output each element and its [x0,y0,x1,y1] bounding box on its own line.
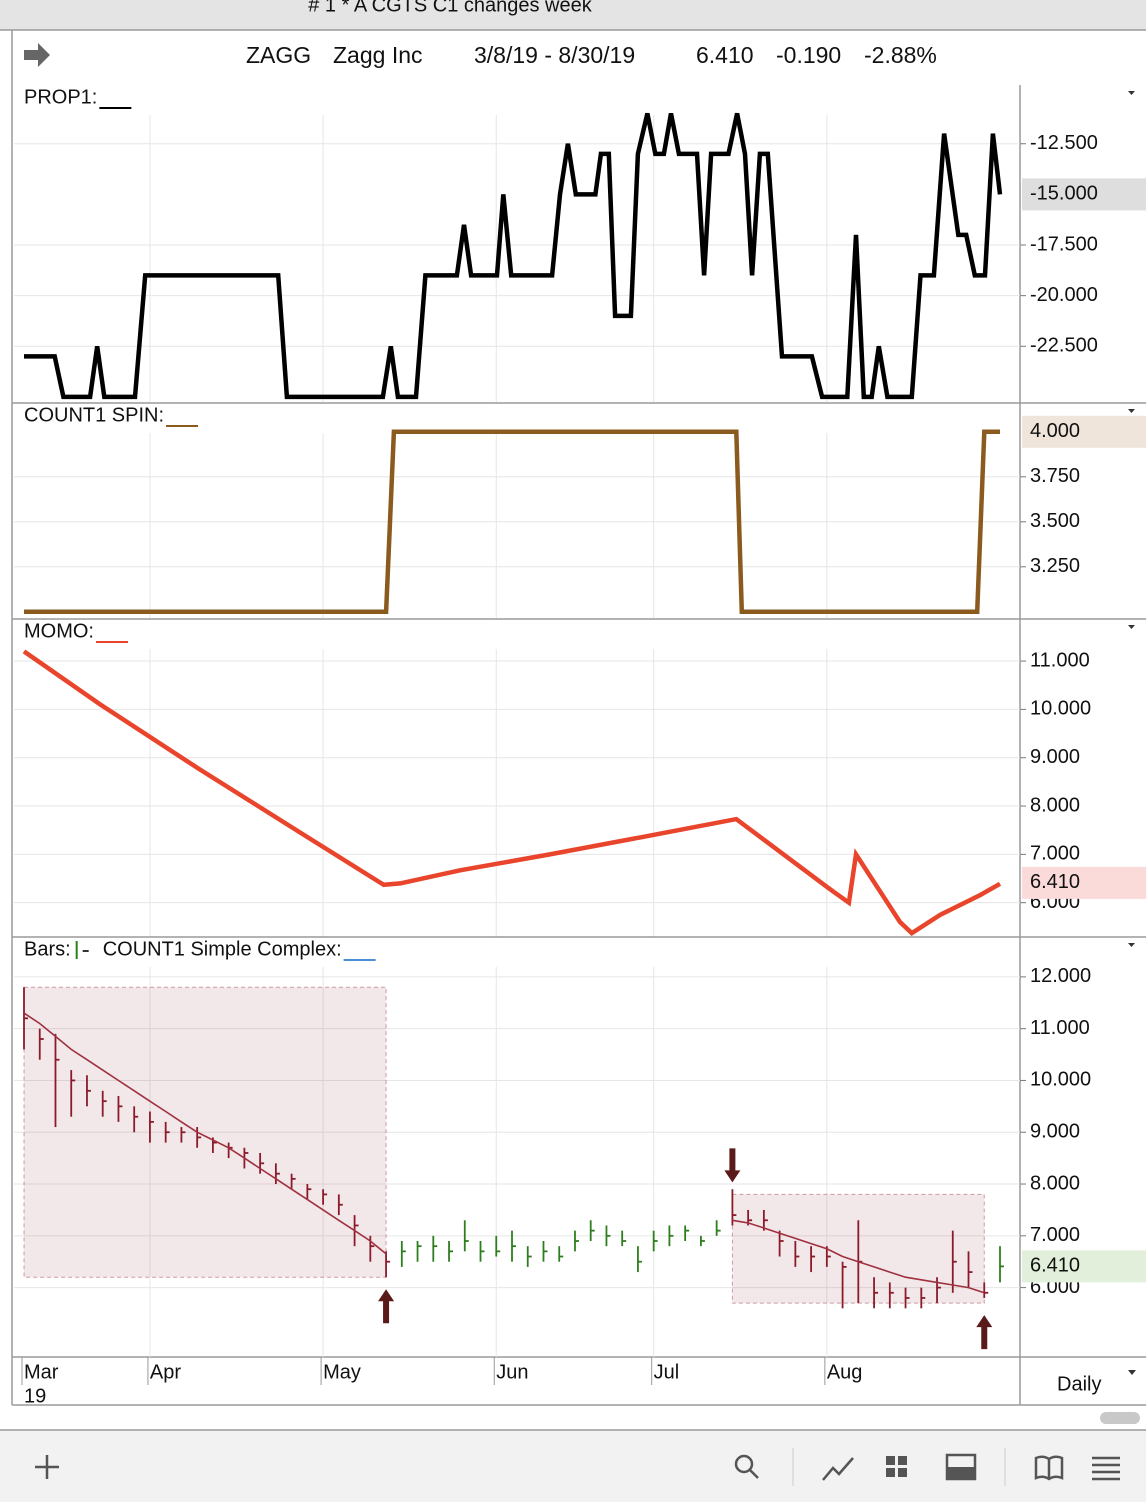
add-icon[interactable] [35,1455,59,1479]
panel-title: MOMO: [24,620,94,642]
current-value-label: 6.410 [1030,1255,1080,1277]
y-tick-label: 11.000 [1030,1017,1090,1039]
x-tick-label: Jun [496,1361,528,1383]
x-tick-label: Mar [24,1361,59,1383]
y-tick-label: 3.250 [1030,555,1080,577]
panel-menu-arrow[interactable] [1128,91,1135,95]
scrollbar[interactable] [1100,1412,1140,1424]
panel-menu-arrow[interactable] [1128,625,1135,629]
current-value-tag [1022,866,1146,899]
symbol: ZAGG [246,42,311,68]
panel-title: Bars: [24,938,71,960]
percent-change: -2.88% [864,42,937,68]
current-value-tag [1022,1250,1146,1283]
date-range: 3/8/19 - 8/30/19 [474,42,635,68]
bottom-toolbar [0,1430,1146,1502]
y-tick-label: 9.000 [1030,1121,1080,1143]
y-tick-label: 10.000 [1030,698,1091,720]
current-value-tag [1022,178,1146,211]
panel-icon[interactable] [945,1453,977,1481]
window-title: # 1 * A CGTS C1 changes week [308,0,592,16]
current-value-label: 6.410 [1030,871,1080,893]
panel-menu-arrow[interactable] [1128,943,1135,947]
panel-title: COUNT1 SPIN: [24,404,164,426]
book-icon[interactable] [1034,1455,1064,1481]
y-tick-label: 3.500 [1030,510,1080,532]
y-tick-label: 3.750 [1030,465,1080,487]
y-tick-label: -12.500 [1030,132,1098,154]
y-tick-label: -20.000 [1030,284,1098,306]
forward-arrow-icon[interactable] [24,43,50,67]
x-axis-year: 19 [24,1385,46,1407]
period-label[interactable]: Daily [1057,1373,1101,1395]
current-value-label: -15.000 [1030,183,1098,205]
panel-subtitle: COUNT1 Simple Complex: [103,938,342,960]
draw-icon[interactable] [822,1457,854,1481]
series-line [22,649,1002,936]
price-change: -0.190 [776,42,841,68]
last-price: 6.410 [696,42,754,68]
signal-arrow [724,1148,741,1183]
series-line [24,112,1003,400]
y-tick-label: 12.000 [1030,965,1091,987]
y-tick-label: 10.000 [1030,1069,1091,1091]
y-tick-label: 7.000 [1030,843,1080,865]
current-value-tag [1022,415,1146,448]
search-icon[interactable] [734,1454,759,1479]
series-line [24,429,1000,615]
y-tick-label: 8.000 [1030,794,1080,816]
y-tick-label: -22.500 [1030,335,1098,357]
x-tick-label: Jul [654,1361,680,1383]
y-tick-label: 8.000 [1030,1172,1080,1194]
y-tick-label: 9.000 [1030,746,1080,768]
x-tick-label: Aug [827,1361,863,1383]
y-tick-label: -17.500 [1030,233,1098,255]
layout-icon[interactable] [886,1456,907,1477]
moving-average [23,1012,985,1294]
current-value-label: 4.000 [1030,420,1080,442]
period-menu-arrow[interactable] [1128,1370,1136,1375]
signal-arrow [378,1289,395,1324]
y-tick-label: 7.000 [1030,1224,1080,1246]
title-bar [0,0,1146,30]
highlight-box [23,986,387,1278]
signal-arrow [976,1315,993,1350]
company-name: Zagg Inc [333,42,423,68]
y-tick-label: 11.000 [1030,649,1090,671]
x-tick-label: May [323,1361,361,1383]
x-tick-label: Apr [150,1361,181,1383]
menu-icon[interactable] [1092,1456,1120,1481]
panel-title: PROP1: [24,86,97,108]
panel-menu-arrow[interactable] [1128,409,1135,413]
